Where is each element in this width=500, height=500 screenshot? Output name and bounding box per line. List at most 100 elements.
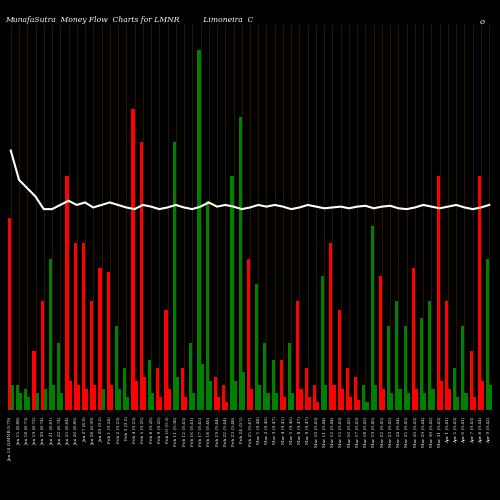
Bar (148, 360, 151, 410)
Bar (184, 398, 187, 410)
Bar (428, 301, 432, 410)
Bar (396, 301, 398, 410)
Bar (423, 394, 426, 410)
Bar (304, 368, 308, 410)
Bar (362, 385, 366, 410)
Bar (234, 380, 236, 410)
Bar (464, 394, 468, 410)
Bar (300, 389, 302, 410)
Bar (412, 268, 415, 410)
Bar (44, 389, 47, 410)
Bar (440, 380, 443, 410)
Bar (132, 108, 134, 410)
Bar (291, 394, 294, 410)
Bar (28, 398, 30, 410)
Bar (354, 376, 357, 410)
Bar (24, 389, 28, 410)
Bar (115, 326, 118, 410)
Bar (346, 368, 349, 410)
Bar (198, 50, 200, 410)
Bar (160, 398, 162, 410)
Bar (168, 389, 170, 410)
Bar (32, 352, 35, 410)
Bar (151, 394, 154, 410)
Bar (156, 368, 160, 410)
Bar (164, 310, 168, 410)
Bar (349, 398, 352, 410)
Bar (406, 394, 410, 410)
Bar (106, 272, 110, 410)
Bar (266, 394, 270, 410)
Bar (209, 380, 212, 410)
Bar (404, 326, 406, 410)
Bar (242, 372, 245, 410)
Bar (82, 242, 85, 410)
Bar (19, 394, 22, 410)
Bar (68, 380, 71, 410)
Bar (126, 398, 130, 410)
Bar (489, 385, 492, 410)
Bar (192, 394, 196, 410)
Bar (60, 394, 64, 410)
Bar (77, 385, 80, 410)
Bar (222, 385, 226, 410)
Bar (296, 301, 300, 410)
Bar (272, 360, 274, 410)
Bar (189, 343, 192, 410)
Bar (370, 226, 374, 410)
Bar (379, 276, 382, 410)
Bar (98, 268, 102, 410)
Bar (415, 389, 418, 410)
Bar (330, 242, 332, 410)
Bar (40, 301, 44, 410)
Bar (432, 389, 434, 410)
Bar (247, 260, 250, 410)
Bar (283, 398, 286, 410)
Text: MunafaSutra  Money Flow  Charts for LMNR          Limoneira  C: MunafaSutra Money Flow Charts for LMNR L… (5, 16, 254, 24)
Bar (462, 326, 464, 410)
Bar (110, 385, 113, 410)
Bar (143, 376, 146, 410)
Bar (226, 402, 228, 410)
Bar (382, 389, 385, 410)
Bar (340, 389, 344, 410)
Bar (49, 260, 52, 410)
Bar (472, 398, 476, 410)
Bar (264, 343, 266, 410)
Bar (57, 343, 60, 410)
Bar (118, 389, 121, 410)
Bar (250, 389, 253, 410)
Bar (288, 343, 291, 410)
Bar (316, 402, 319, 410)
Bar (280, 360, 283, 410)
Bar (486, 260, 489, 410)
Bar (456, 398, 460, 410)
Bar (90, 301, 94, 410)
Bar (436, 176, 440, 410)
Bar (478, 176, 481, 410)
Bar (172, 142, 176, 410)
Bar (258, 385, 262, 410)
Bar (8, 218, 11, 410)
Bar (308, 398, 311, 410)
Bar (470, 352, 472, 410)
Bar (85, 389, 88, 410)
Bar (387, 326, 390, 410)
Bar (74, 242, 77, 410)
Bar (36, 394, 38, 410)
Bar (140, 142, 143, 410)
Bar (238, 117, 242, 410)
Bar (332, 385, 336, 410)
Bar (94, 385, 96, 410)
Bar (313, 385, 316, 410)
Bar (52, 385, 55, 410)
Bar (357, 400, 360, 410)
Bar (453, 368, 456, 410)
Bar (390, 394, 394, 410)
Bar (102, 389, 104, 410)
Bar (398, 389, 402, 410)
Bar (123, 368, 126, 410)
Bar (274, 394, 278, 410)
Bar (217, 398, 220, 410)
Bar (66, 176, 68, 410)
